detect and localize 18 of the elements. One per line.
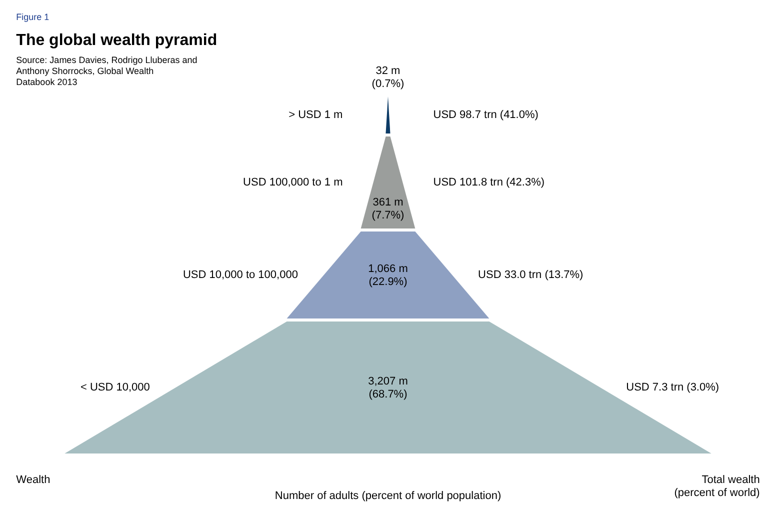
data-label: 1,066 m (22.9%) [368,263,408,288]
data-label: 3,207 m (68.7%) [368,376,408,400]
data-label: USD 98.7 trn (41.0%) [433,109,538,121]
data-label: USD 33.0 trn (13.7%) [478,269,584,281]
text: Wealth [16,474,50,486]
caption: Figure 1 [16,12,50,22]
text: The global wealth pyramid [16,32,218,49]
text: Number of adults (percent of world population) [274,490,502,502]
category-label: USD 10,000 to 100,000 [182,269,298,281]
data-label: USD 101.8 trn (42.3%) [433,176,545,188]
data-label: 361 m (7.7%) [372,196,404,222]
source-note: Source: James Davies, Rodrigo Lluberas and Anthony Shorrocks, Global Wealth Databook 2013 [16,55,198,87]
category-label: < USD 10,000 [80,382,150,394]
category-label: USD 100,000 to 1 m [243,176,343,188]
category-label: > USD 1 m [288,109,343,121]
data-label: USD 7.3 trn (3.0%) [626,382,720,394]
text: Total wealth (percent of world) [674,474,760,499]
data-label: 32 m (0.7%) [372,65,404,90]
